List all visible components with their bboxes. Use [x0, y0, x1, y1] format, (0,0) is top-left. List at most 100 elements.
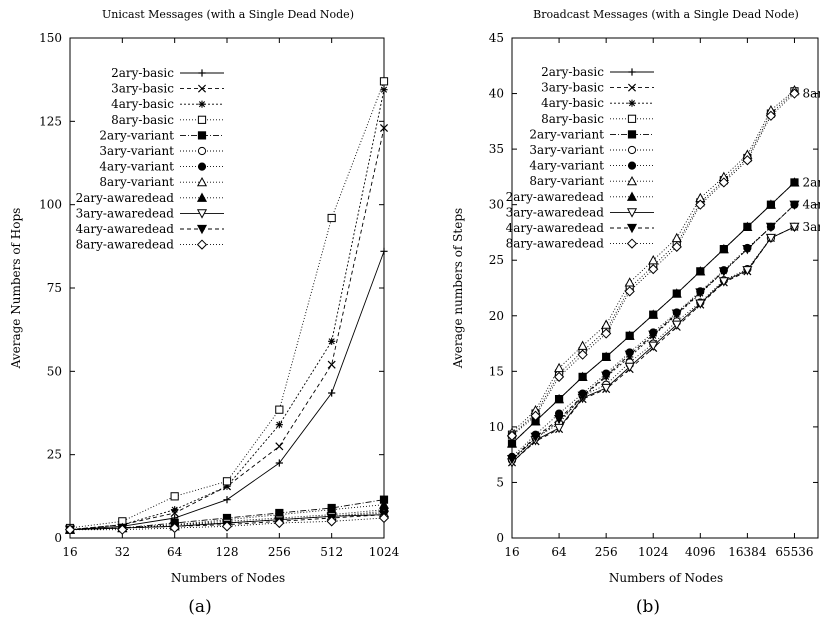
unicast-x-axis-label: Numbers of Nodes — [171, 571, 285, 585]
data-point — [695, 299, 706, 309]
legend-label: 4ary-basic — [541, 96, 604, 110]
legend-entry: 8ary-basic — [111, 113, 224, 127]
legend-label: 8ary-variant — [529, 174, 604, 188]
data-point — [221, 521, 233, 532]
legend-marker — [627, 83, 637, 92]
broadcast-x-axis-label: Numbers of Nodes — [609, 571, 723, 585]
data-point — [380, 247, 388, 255]
data-point — [695, 199, 706, 210]
data-point — [554, 415, 565, 425]
legend-label: 3ary-awaredead — [506, 205, 605, 219]
data-point — [765, 199, 776, 209]
legend-label: 3ary-basic — [541, 81, 604, 95]
x-tick-label: 16384 — [728, 545, 767, 559]
data-point — [648, 341, 659, 352]
data-point — [601, 319, 612, 329]
data-point — [648, 309, 659, 319]
data-point — [275, 405, 284, 414]
broadcast-series-labels: 8ary 2ary 4ary 3ary — [802, 87, 820, 234]
data-point — [718, 177, 729, 188]
legend-entry: 3ary-variant — [99, 144, 224, 158]
data-point — [671, 288, 682, 298]
legend-entry: 2ary-basic — [111, 66, 224, 80]
data-point — [765, 233, 776, 244]
legend-entry: 4ary-awaredead — [76, 222, 224, 236]
x-tick-label: 16 — [62, 545, 77, 559]
legend-marker — [197, 84, 207, 93]
data-point — [328, 337, 336, 345]
data-point — [789, 177, 800, 187]
unicast-chart-title: Unicast Messages (with a Single Dead Nod… — [102, 8, 354, 21]
legend-label: 3ary-variant — [529, 143, 604, 157]
data-point — [554, 362, 565, 373]
data-point — [624, 277, 635, 287]
data-point — [223, 482, 231, 490]
data-point — [171, 506, 179, 514]
data-point — [530, 410, 541, 421]
data-point — [577, 349, 588, 360]
data-point — [530, 416, 541, 426]
x-tick-label: 512 — [320, 545, 343, 559]
y-tick-label: 20 — [489, 309, 504, 323]
data-point — [601, 383, 612, 394]
legend-marker — [196, 176, 208, 187]
data-point — [671, 320, 682, 330]
x-tick-label: 64 — [551, 545, 567, 559]
data-point — [380, 86, 388, 94]
data-point — [624, 286, 635, 297]
legend-marker — [626, 223, 638, 234]
unicast-y-axis-label: Average Numbers of Hops — [9, 208, 23, 370]
data-point — [379, 77, 389, 86]
unicast-chart: Unicast Messages (with a Single Dead Nod… — [9, 8, 400, 617]
legend-label: 4ary-variant — [529, 159, 604, 173]
series-4ary-awaredead — [506, 200, 800, 465]
legend-entry: 8ary-variant — [529, 174, 654, 188]
data-point — [671, 309, 682, 319]
x-tick-label: 4096 — [685, 545, 716, 559]
data-point — [169, 522, 180, 534]
data-point — [742, 266, 753, 276]
y-tick-label: 0 — [496, 531, 504, 545]
x-tick-label: 32 — [115, 545, 130, 559]
x-tick-label: 1024 — [638, 545, 669, 559]
data-point — [327, 360, 336, 369]
series-end-label: 4ary — [802, 198, 820, 212]
data-point — [222, 477, 232, 486]
series-3ary-awaredead — [506, 222, 800, 468]
legend-marker — [628, 68, 636, 76]
y-tick-label: 5 — [496, 475, 504, 489]
y-tick-label: 0 — [54, 531, 62, 545]
legend-label: 2ary-basic — [111, 66, 174, 80]
data-point — [671, 241, 682, 252]
legend-marker — [626, 191, 638, 201]
broadcast-chart: Broadcast Messages (with a Single Dead N… — [451, 8, 820, 617]
legend-entry: 3ary-variant — [529, 143, 654, 157]
y-tick-label: 35 — [489, 142, 504, 156]
x-tick-label: 128 — [216, 545, 239, 559]
data-point — [648, 330, 659, 340]
legend-label: 8ary-variant — [99, 175, 174, 189]
series-end-label: 2ary — [802, 175, 820, 189]
broadcast-y-axis-label: Average numbers of Steps — [451, 208, 465, 369]
data-point — [695, 288, 706, 298]
legend-label: 8ary-basic — [541, 112, 604, 126]
data-point — [223, 496, 231, 504]
legend-entry: 2ary-variant — [99, 128, 224, 142]
data-point — [601, 351, 612, 361]
unicast-ticks: 16 32 64 128 256 512 1024 0 25 50 75 100 125 150 — [39, 31, 400, 559]
legend-label: 2ary-variant — [529, 127, 604, 141]
data-point — [274, 517, 285, 529]
data-point — [326, 516, 337, 527]
data-point — [765, 110, 777, 121]
y-tick-label: 75 — [47, 281, 62, 295]
data-point — [742, 221, 753, 231]
legend-marker — [627, 114, 637, 123]
legend-label: 3ary-awaredead — [76, 206, 175, 220]
legend-marker — [198, 100, 206, 108]
y-tick-label: 15 — [489, 364, 504, 378]
data-point — [64, 524, 76, 535]
data-point — [624, 350, 635, 360]
legend-marker — [627, 145, 637, 155]
legend-entry: 4ary-awaredead — [506, 221, 654, 235]
